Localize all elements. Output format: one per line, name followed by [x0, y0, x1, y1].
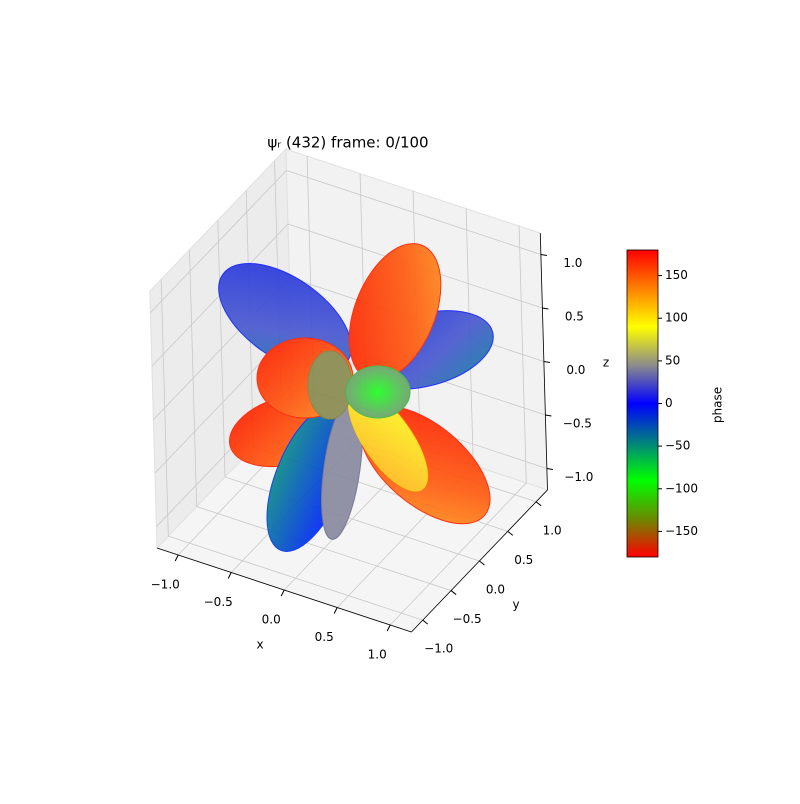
colorbar-tick-label: −100 [665, 481, 698, 495]
orbital-surface [218, 243, 494, 552]
colorbar-label: phase [711, 387, 725, 423]
x-tick-label: −1.0 [151, 578, 180, 592]
y-tick-label: 0.5 [514, 553, 533, 567]
x-tick [227, 572, 232, 579]
y-tick-label: −1.0 [424, 642, 453, 656]
colorbar-tick-label: 0 [665, 396, 673, 410]
grid-line [196, 506, 452, 591]
x-tick-label: 0.5 [315, 630, 334, 644]
colorbar-tick-label: −150 [665, 524, 698, 538]
z-tick [543, 361, 550, 364]
x-tick [174, 554, 179, 562]
y-tick-label: 1.0 [543, 523, 562, 537]
z-tick-label: 1.0 [563, 256, 582, 270]
grid-line [286, 170, 542, 255]
z-tick [540, 254, 547, 257]
grid-line [168, 535, 423, 621]
z-tick [545, 414, 552, 417]
z-tick-label: 0.0 [566, 363, 585, 377]
z-tick [542, 307, 549, 310]
lobe [307, 350, 353, 420]
y-tick [507, 530, 514, 536]
y-tick [450, 590, 457, 595]
z-tick-label: 0.5 [565, 310, 584, 324]
y-axis-label: y [512, 598, 519, 612]
y-tick-label: −0.5 [453, 612, 482, 626]
grid-line [224, 476, 480, 562]
colorbar-tick-label: −50 [665, 439, 690, 453]
lobe [345, 365, 411, 419]
chart-title: ψᵣ (432) frame: 0/100 [267, 134, 428, 152]
x-tick-label: 0.0 [262, 613, 281, 627]
y-tick [479, 560, 485, 566]
y-tick-label: 0.0 [486, 582, 505, 596]
z-tick-label: −1.0 [564, 470, 593, 484]
grid-line [150, 170, 287, 313]
x-axis-label: x [256, 638, 263, 652]
y-tick [535, 501, 542, 507]
x-tick [333, 607, 338, 614]
x-tick [280, 589, 285, 597]
colorbar [626, 249, 659, 558]
x-tick-label: 1.0 [368, 648, 387, 662]
colorbar-tick-label: 100 [665, 311, 688, 325]
colorbar-tick-label: 150 [665, 268, 688, 282]
colorbar-tick-label: 50 [665, 353, 680, 367]
x-tick [386, 624, 391, 632]
z-axis-label: z [603, 356, 609, 370]
x-tick-label: −0.5 [204, 595, 233, 609]
z-tick [546, 468, 553, 471]
y-tick [422, 619, 429, 625]
z-tick-label: −0.5 [563, 417, 592, 431]
